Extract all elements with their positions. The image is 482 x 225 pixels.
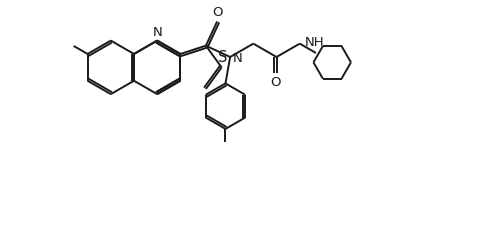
Text: S: S <box>218 50 227 64</box>
Text: O: O <box>270 76 281 89</box>
Text: O: O <box>212 6 222 19</box>
Text: NH: NH <box>305 36 324 49</box>
Text: N: N <box>233 51 243 64</box>
Text: N: N <box>152 25 162 38</box>
